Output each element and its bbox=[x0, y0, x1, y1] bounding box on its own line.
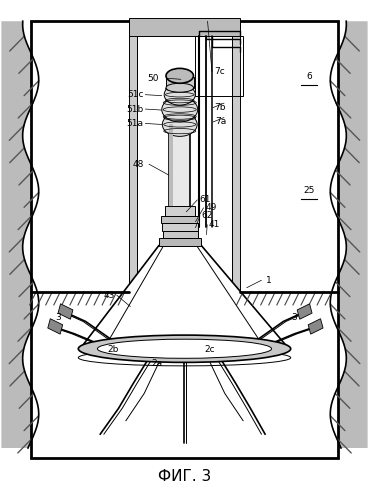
Text: 1: 1 bbox=[266, 276, 272, 285]
Bar bbox=[166, 77, 194, 88]
Bar bbox=[58, 304, 73, 319]
Bar bbox=[308, 319, 323, 334]
Text: 2b: 2b bbox=[107, 345, 119, 354]
Text: 50: 50 bbox=[148, 74, 159, 83]
Text: 2c: 2c bbox=[205, 345, 215, 354]
Bar bbox=[232, 21, 240, 292]
Bar bbox=[129, 21, 137, 292]
Bar bbox=[129, 18, 240, 36]
Ellipse shape bbox=[78, 335, 291, 362]
Bar bbox=[31, 21, 338, 458]
Bar bbox=[159, 238, 201, 246]
Polygon shape bbox=[1, 21, 39, 448]
Text: 48: 48 bbox=[133, 160, 144, 169]
Text: 61: 61 bbox=[199, 196, 210, 205]
Bar bbox=[161, 216, 199, 223]
Ellipse shape bbox=[164, 84, 195, 105]
Ellipse shape bbox=[166, 83, 193, 92]
Text: 7c: 7c bbox=[214, 67, 225, 76]
Bar bbox=[297, 304, 312, 319]
Bar bbox=[48, 319, 63, 334]
Text: 41: 41 bbox=[209, 220, 220, 229]
Ellipse shape bbox=[162, 113, 197, 136]
Text: 51b: 51b bbox=[127, 105, 144, 114]
Bar bbox=[169, 124, 190, 235]
Bar bbox=[162, 231, 198, 238]
Ellipse shape bbox=[162, 97, 198, 122]
Text: 7b: 7b bbox=[215, 103, 226, 112]
Polygon shape bbox=[80, 246, 289, 349]
Text: 51a: 51a bbox=[127, 119, 144, 128]
Text: 49: 49 bbox=[205, 203, 217, 212]
Text: 3: 3 bbox=[55, 313, 61, 322]
Text: ФИГ. 3: ФИГ. 3 bbox=[158, 469, 211, 484]
Text: 25: 25 bbox=[303, 187, 315, 196]
Text: 62: 62 bbox=[201, 211, 213, 220]
Text: 7a: 7a bbox=[215, 117, 226, 126]
Bar bbox=[137, 21, 232, 292]
Ellipse shape bbox=[97, 339, 272, 358]
Bar bbox=[169, 124, 173, 235]
Text: 3: 3 bbox=[292, 313, 297, 322]
Ellipse shape bbox=[166, 68, 193, 83]
Text: 2a: 2a bbox=[151, 359, 163, 368]
Bar bbox=[196, 36, 243, 96]
Text: 6: 6 bbox=[306, 72, 312, 81]
Text: 51c: 51c bbox=[127, 90, 143, 99]
Bar bbox=[162, 223, 199, 231]
Bar bbox=[165, 206, 195, 216]
Text: 43: 43 bbox=[104, 290, 115, 300]
Polygon shape bbox=[330, 21, 368, 448]
